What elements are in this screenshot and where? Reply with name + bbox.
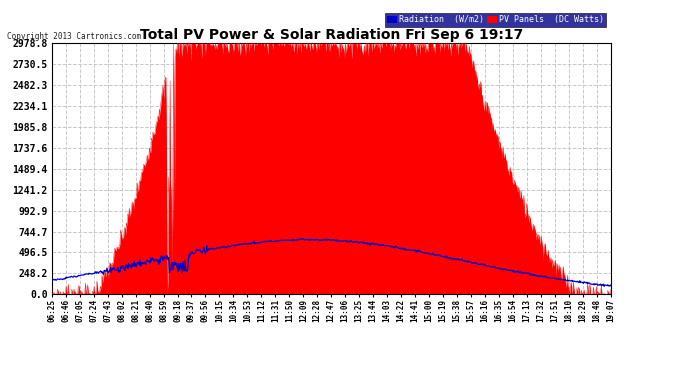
Title: Total PV Power & Solar Radiation Fri Sep 6 19:17: Total PV Power & Solar Radiation Fri Sep… (139, 28, 523, 42)
Text: Copyright 2013 Cartronics.com: Copyright 2013 Cartronics.com (7, 32, 141, 41)
Legend: Radiation  (W/m2), PV Panels  (DC Watts): Radiation (W/m2), PV Panels (DC Watts) (385, 13, 607, 27)
